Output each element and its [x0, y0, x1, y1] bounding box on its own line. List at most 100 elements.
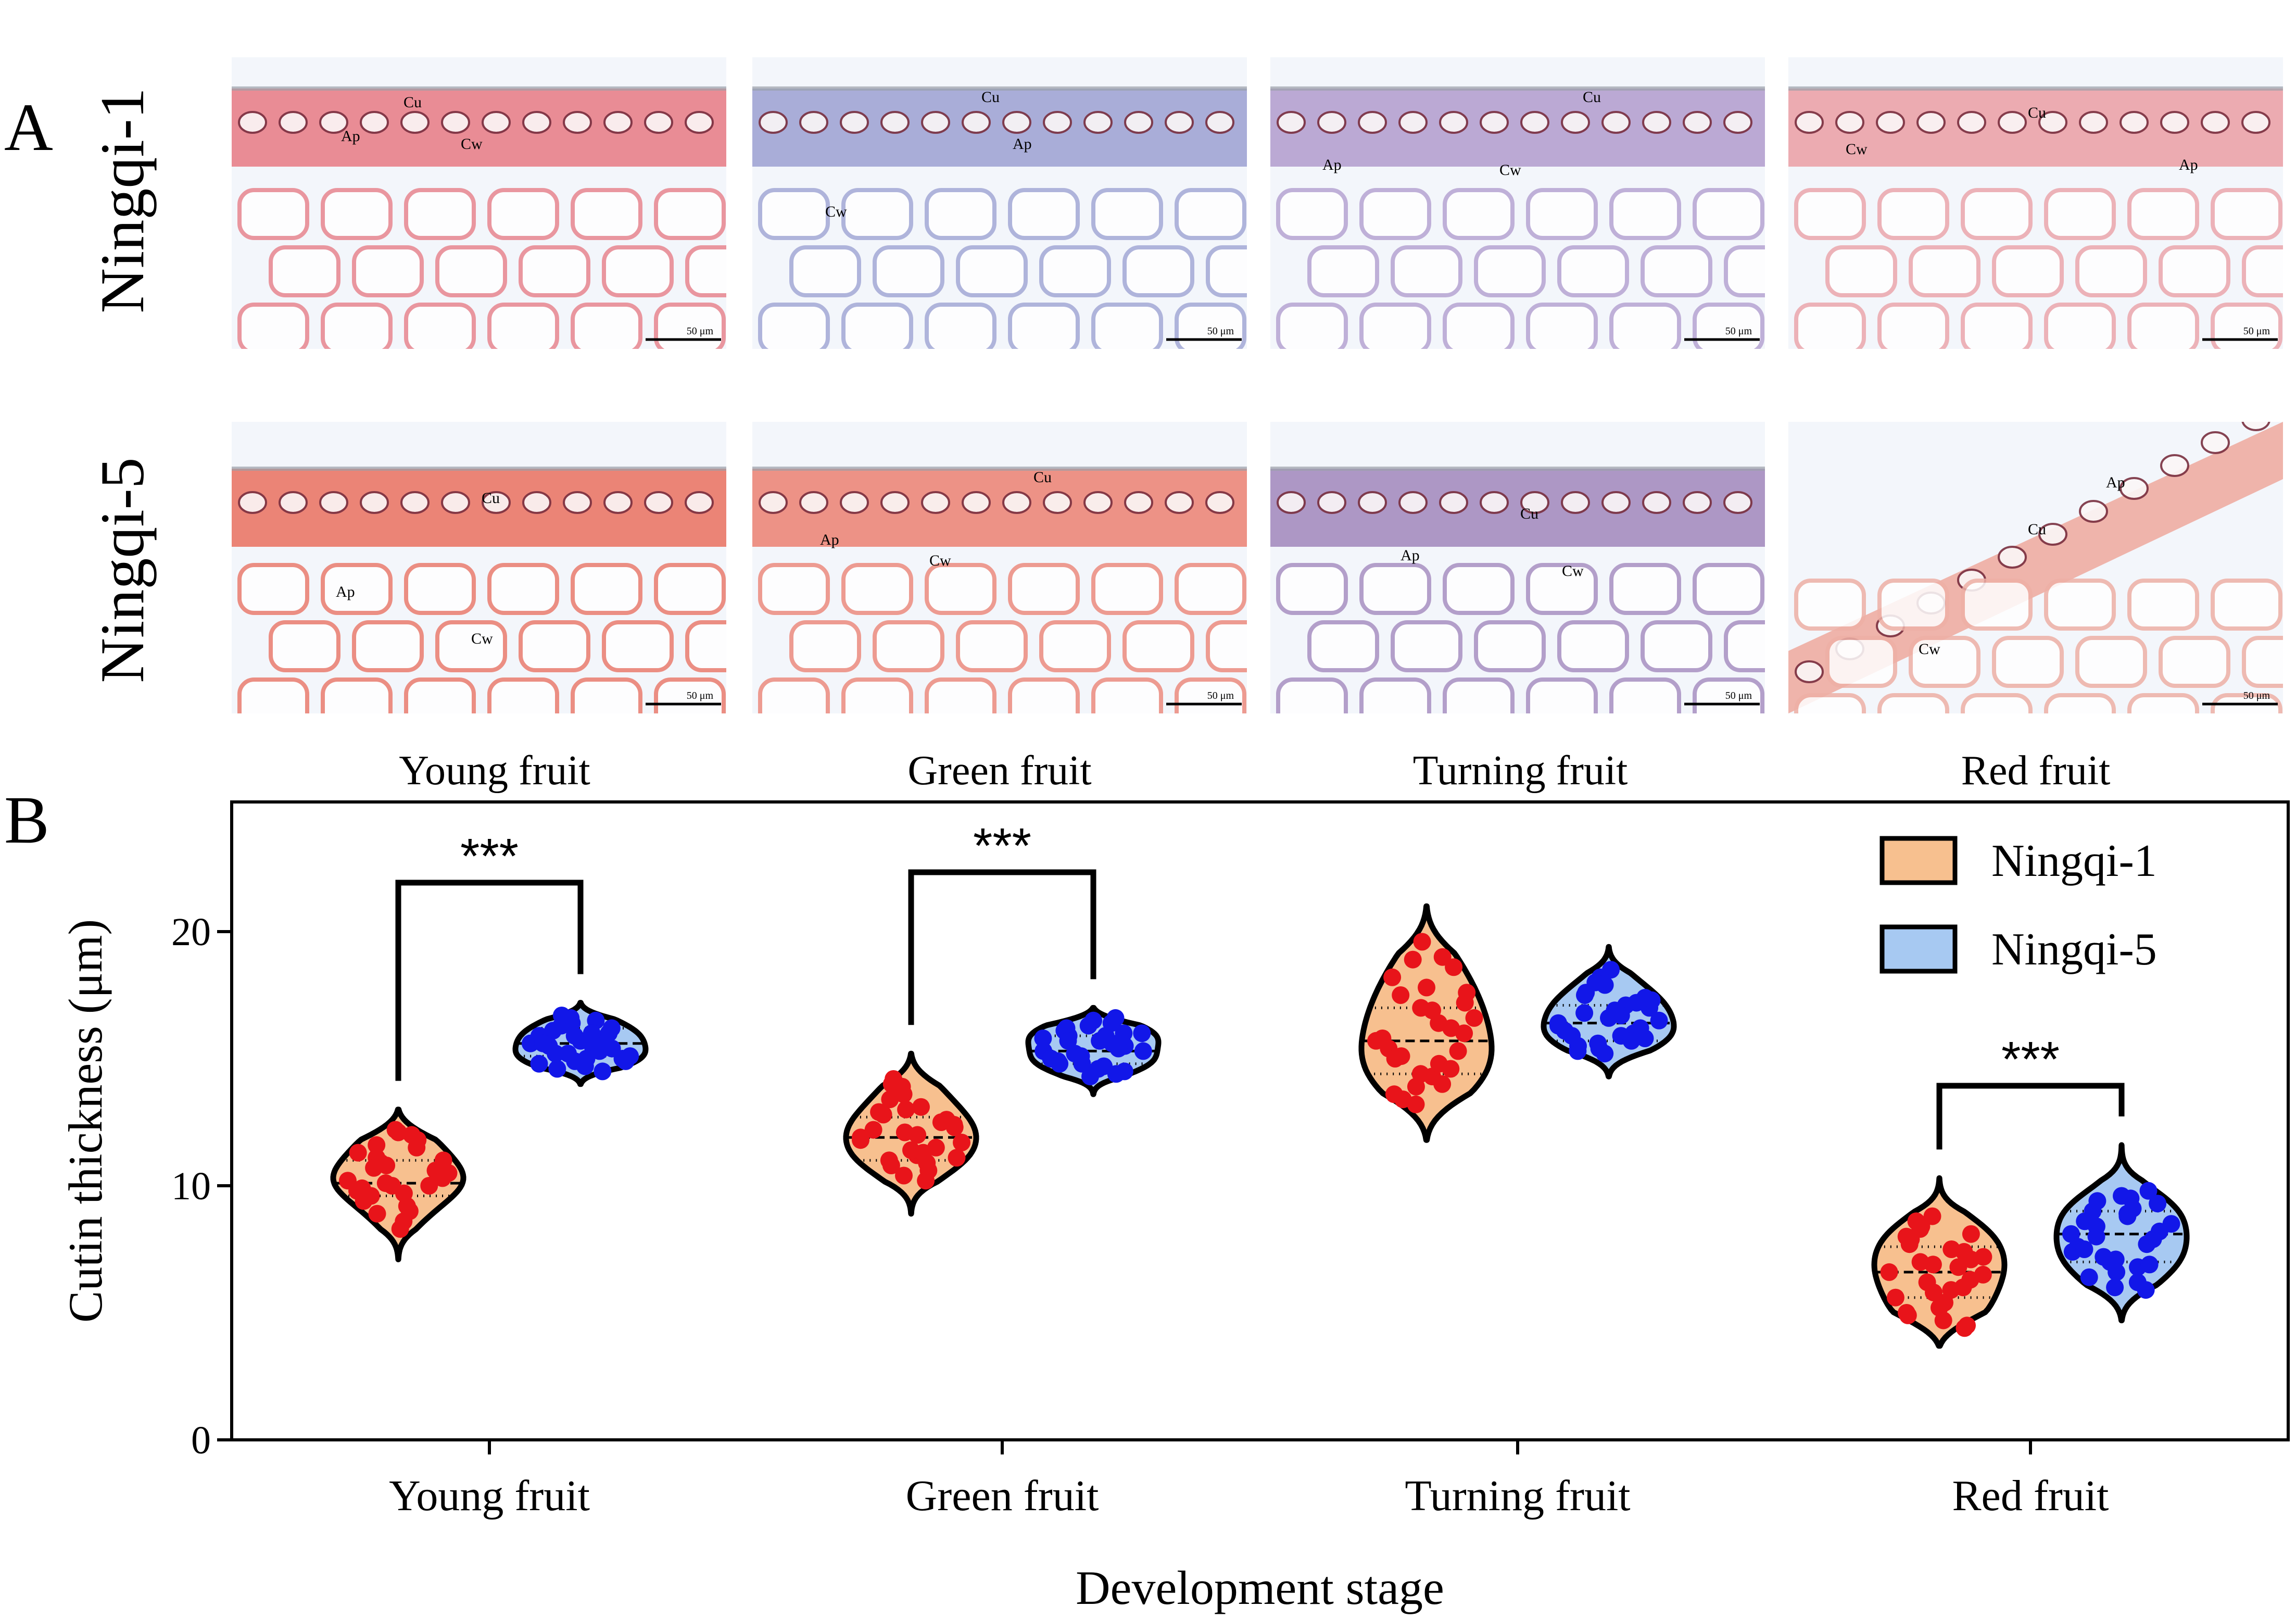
data-point	[1622, 1032, 1641, 1050]
data-point	[362, 1187, 380, 1205]
marker-cu: Cu	[2028, 104, 2047, 121]
scale-bar-label: 50 μm	[1725, 690, 1752, 701]
x-axis-label: Development stage	[1076, 1561, 1444, 1614]
marker-cw: Cw	[461, 135, 483, 153]
data-point	[895, 1166, 913, 1185]
data-point	[1636, 1030, 1654, 1047]
panel-b-letter: B	[4, 783, 49, 858]
data-point	[2087, 1227, 2105, 1246]
data-point	[1942, 1281, 1960, 1299]
data-point	[530, 1055, 548, 1073]
data-point	[349, 1144, 367, 1162]
significance-label: ***	[460, 829, 519, 884]
x-tick-label: Green fruit	[906, 1472, 1099, 1520]
significance-label: ***	[973, 818, 1031, 874]
data-point	[386, 1121, 405, 1139]
data-point	[1897, 1227, 1915, 1246]
data-point	[912, 1098, 930, 1116]
data-point	[1383, 968, 1402, 986]
legend-label: Ningqi-5	[1991, 924, 2157, 975]
data-point	[365, 1159, 383, 1177]
significance-bracket	[395, 880, 584, 1081]
significance-bracket	[908, 869, 1096, 1025]
micrograph-ningqi-1-young-fruit: 50 μm Cu Ap Cw	[232, 57, 726, 349]
data-point	[1051, 1055, 1069, 1073]
data-point	[1465, 1009, 1483, 1027]
data-point	[603, 1039, 621, 1058]
micrograph-ningqi-1-red-fruit: 50 μm Cu Ap Cw	[1788, 57, 2283, 349]
data-point	[1133, 1024, 1151, 1043]
data-point	[945, 1118, 964, 1136]
scale-bar-label: 50 μm	[686, 690, 713, 701]
scale-bar-label: 50 μm	[2243, 690, 2270, 701]
marker-cw: Cw	[825, 203, 847, 220]
data-point	[2118, 1204, 2137, 1223]
data-point	[1886, 1288, 1904, 1307]
data-point	[1962, 1225, 1980, 1243]
marker-ap: Ap	[341, 128, 360, 145]
y-tick-label: 10	[171, 1164, 211, 1208]
micrograph-ningqi-5-young-fruit: 50 μm Cu Ap Cw	[232, 422, 726, 713]
data-point	[1449, 1042, 1467, 1060]
data-point	[1575, 1004, 1594, 1022]
stage-label-young: Young fruit	[399, 748, 590, 794]
data-point	[398, 1197, 416, 1215]
data-point	[1433, 948, 1452, 966]
marker-ap: Ap	[1013, 135, 1032, 153]
data-point	[2122, 1189, 2140, 1208]
scale-bar-label: 50 μm	[1207, 325, 1234, 337]
data-point	[909, 1126, 927, 1144]
data-point	[1115, 1024, 1133, 1043]
scale-bar-label: 50 μm	[2243, 325, 2270, 337]
stage-label-red: Red fruit	[1961, 748, 2111, 794]
data-point	[1442, 1060, 1460, 1078]
marker-cu: Cu	[1583, 89, 1601, 106]
marker-cw: Cw	[471, 630, 493, 647]
data-point	[376, 1174, 395, 1193]
x-tick-label: Red fruit	[1952, 1472, 2109, 1520]
plot-frame	[230, 800, 2290, 1441]
legend-label: Ningqi-1	[1991, 836, 2157, 886]
data-point	[2108, 1263, 2126, 1281]
data-point	[953, 1134, 970, 1151]
marker-cw: Cw	[929, 552, 951, 569]
data-point	[1612, 1007, 1630, 1024]
marker-cu: Cu	[2028, 521, 2047, 538]
significance-label: ***	[2001, 1032, 2060, 1087]
data-point	[1394, 1090, 1412, 1109]
data-point	[1880, 1263, 1898, 1281]
data-point	[565, 1027, 584, 1045]
marker-ap: Ap	[336, 583, 355, 600]
data-point	[1034, 1030, 1052, 1047]
data-point	[2075, 1240, 2093, 1258]
data-point	[1106, 1009, 1125, 1027]
legend-swatch	[1879, 836, 1958, 885]
marker-cu: Cu	[403, 94, 422, 111]
data-point	[433, 1169, 451, 1187]
data-point	[897, 1100, 915, 1119]
data-point	[1628, 994, 1646, 1012]
data-point	[1411, 1065, 1430, 1083]
data-point	[852, 1131, 869, 1149]
data-point	[1373, 1030, 1392, 1047]
data-point	[616, 1052, 635, 1070]
data-point	[1413, 933, 1431, 951]
data-point	[1934, 1311, 1952, 1329]
data-point	[594, 1062, 612, 1081]
micrograph-ningqi-5-turning-fruit: 50 μm Cu Ap Cw	[1270, 422, 1765, 713]
data-point	[1430, 1014, 1448, 1032]
x-tick-label: Young fruit	[389, 1472, 590, 1520]
data-point	[2106, 1250, 2125, 1269]
micrograph-ningqi-5-red-fruit: 50 μm Cu Ap Cw	[1788, 422, 2283, 713]
data-point	[2080, 1268, 2098, 1286]
marker-cu: Cu	[1520, 505, 1539, 522]
data-point	[2139, 1182, 2158, 1200]
data-point	[391, 1220, 409, 1238]
data-point	[2140, 1256, 2159, 1274]
data-point	[547, 1045, 564, 1063]
data-point	[368, 1204, 386, 1223]
data-point	[2106, 1278, 2124, 1297]
data-point	[864, 1121, 882, 1139]
data-point	[1596, 1045, 1614, 1063]
data-point	[932, 1113, 950, 1131]
